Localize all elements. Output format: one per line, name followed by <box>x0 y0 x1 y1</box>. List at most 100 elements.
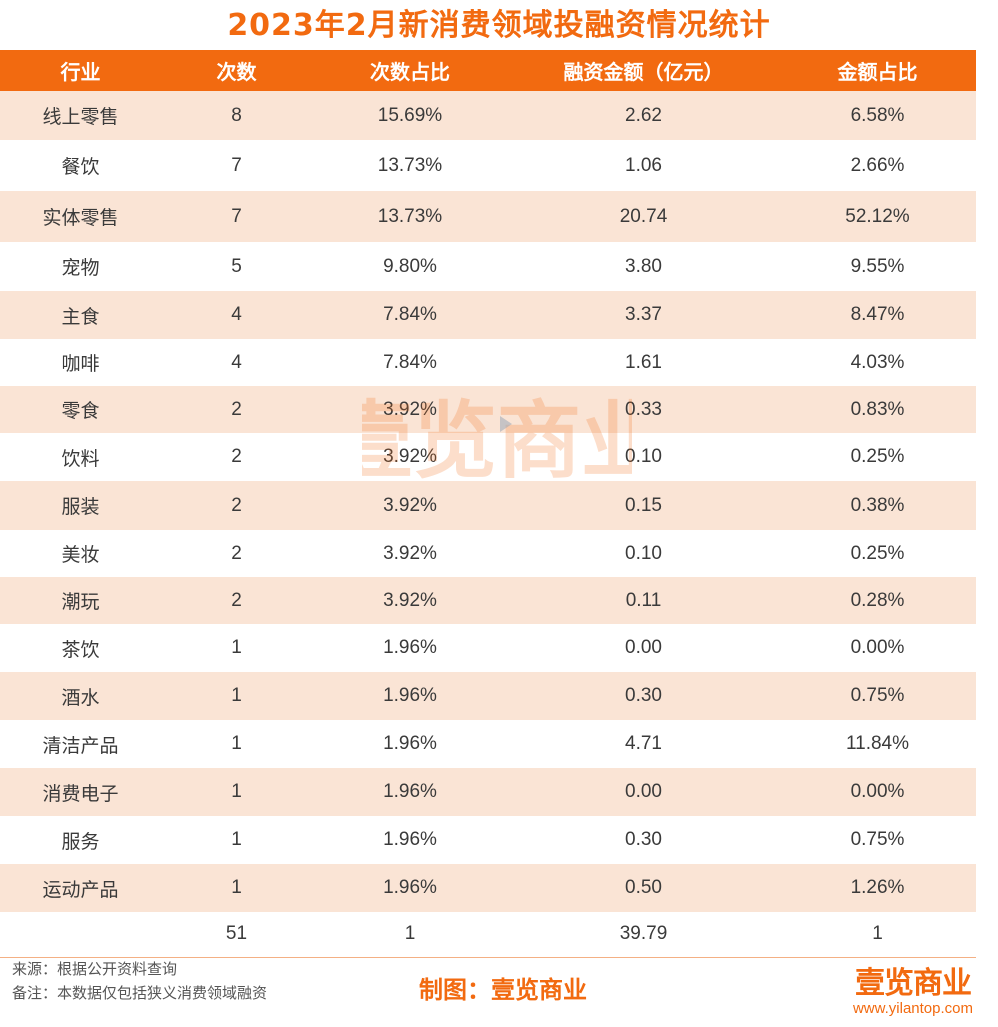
cell-count: 2 <box>231 542 242 564</box>
cell-amount-ratio: 0.25% <box>850 542 905 564</box>
table-row: 咖啡 4 7.84% 1.61 4.03% <box>0 339 976 386</box>
cell-amount: 0.10 <box>625 446 662 467</box>
cell-amount-ratio: 4.03% <box>850 351 905 373</box>
cell-amount-ratio: 0.75% <box>779 672 976 720</box>
cell-amount-ratio: 0.83% <box>779 386 976 433</box>
table-row: 零食 2 3.92% 0.33 0.83% <box>0 386 976 433</box>
page-title: 2023年2月新消费领域投融资情况统计 <box>227 8 771 43</box>
cell-count: 1 <box>161 864 312 912</box>
cell-count: 4 <box>161 291 312 339</box>
cell-count-ratio: 13.73% <box>377 154 443 176</box>
cell-count-ratio: 3.92% <box>312 577 508 624</box>
cell-industry: 茶饮 <box>61 638 100 661</box>
cell-count-ratio: 3.92% <box>383 542 437 564</box>
table-row: 主食 4 7.84% 3.37 8.47% <box>0 291 976 339</box>
cell-amount: 3.80 <box>625 255 662 277</box>
website-url: www.yilantop.com <box>852 1000 973 1017</box>
brand-logo: 壹览商业 www.yilantop.com <box>847 958 987 1022</box>
cell-count: 1 <box>161 672 312 720</box>
cell-count: 1 <box>161 768 312 816</box>
cell-count: 5 <box>231 255 242 277</box>
cell-count: 1 <box>231 637 242 658</box>
cell-industry: 饮料 <box>61 447 100 470</box>
cell-industry: 主食 <box>0 291 161 339</box>
cell-amount-ratio: 0.75% <box>850 829 905 850</box>
cell-industry: 潮玩 <box>0 577 161 624</box>
cell-count: 2 <box>161 577 312 624</box>
cell-amount: 1.06 <box>625 154 662 176</box>
footer-notes: 来源：根据公开资料查询 备注：本数据仅包括狭义消费领域融资 <box>12 957 267 1005</box>
cell-count-ratio: 1.96% <box>383 829 437 850</box>
cell-count-ratio: 1.96% <box>312 864 508 912</box>
cell-industry: 线上零售 <box>0 91 161 140</box>
cell-amount: 2.62 <box>508 91 779 140</box>
cell-count-ratio: 15.69% <box>312 91 508 140</box>
cell-amount: 0.30 <box>508 672 779 720</box>
cell-amount-ratio: 8.47% <box>779 291 976 339</box>
header-industry: 行业 <box>0 50 161 91</box>
cell-count-ratio: 1.96% <box>312 672 508 720</box>
cell-industry: 实体零售 <box>0 191 161 242</box>
header-count-ratio: 次数占比 <box>312 50 508 91</box>
cell-count: 4 <box>231 351 242 373</box>
header-amount-ratio: 金额占比 <box>779 50 976 91</box>
cell-amount: 3.37 <box>508 291 779 339</box>
cell-count: 7 <box>231 154 242 176</box>
cell-amount-ratio: 11.84% <box>845 733 910 754</box>
table-row: 饮料 2 3.92% 0.10 0.25% <box>0 433 976 481</box>
cell-amount: 0.33 <box>508 386 779 433</box>
cell-amount: 0.00 <box>625 637 662 658</box>
cell-amount: 4.71 <box>625 733 662 754</box>
total-count: 51 <box>161 912 312 958</box>
header-amount: 融资金额（亿元） <box>508 50 779 91</box>
header-count: 次数 <box>161 50 312 91</box>
cell-count-ratio: 1.96% <box>383 637 437 658</box>
cell-count: 8 <box>161 91 312 140</box>
cell-count-ratio: 7.84% <box>383 351 437 373</box>
cell-count-ratio: 13.73% <box>312 191 508 242</box>
cell-count: 7 <box>161 191 312 242</box>
cell-amount-ratio: 0.28% <box>779 577 976 624</box>
cell-industry: 服装 <box>0 481 161 530</box>
cell-amount: 20.74 <box>508 191 779 242</box>
cell-amount-ratio: 52.12% <box>779 191 976 242</box>
cell-industry: 消费电子 <box>0 768 161 816</box>
table-row: 服务 1 1.96% 0.30 0.75% <box>0 816 976 864</box>
table-row: 消费电子 1 1.96% 0.00 0.00% <box>0 768 976 816</box>
table-row: 酒水 1 1.96% 0.30 0.75% <box>0 672 976 720</box>
cell-amount: 0.11 <box>508 577 779 624</box>
total-count-ratio: 1 <box>312 912 508 958</box>
cell-industry: 宠物 <box>61 257 100 279</box>
cell-amount-ratio: 6.58% <box>779 91 976 140</box>
financing-table: 行业 次数 次数占比 融资金额（亿元） 金额占比 线上零售 8 15.69% 2… <box>0 50 976 958</box>
cell-amount-ratio: 0.38% <box>779 481 976 530</box>
cell-industry: 零食 <box>0 386 161 433</box>
table-row: 餐饮 7 13.73% 1.06 2.66% <box>0 140 976 191</box>
cell-count-ratio: 9.80% <box>383 255 437 277</box>
table-row: 美妆 2 3.92% 0.10 0.25% <box>0 530 976 577</box>
table-row: 实体零售 7 13.73% 20.74 52.12% <box>0 191 976 242</box>
cell-amount-ratio: 0.25% <box>850 446 905 467</box>
cell-amount-ratio: 1.26% <box>779 864 976 912</box>
cell-count: 2 <box>231 446 242 467</box>
total-industry <box>0 912 161 958</box>
cell-amount: 0.30 <box>625 829 662 850</box>
table-row: 宠物 5 9.80% 3.80 9.55% <box>0 242 976 291</box>
cell-industry: 咖啡 <box>61 353 100 375</box>
cell-amount: 1.61 <box>625 351 662 373</box>
cell-count: 2 <box>161 481 312 530</box>
cell-count: 2 <box>161 386 312 433</box>
total-amount-ratio: 1 <box>779 912 976 958</box>
cell-count-ratio: 3.92% <box>383 446 437 467</box>
cell-count-ratio: 3.92% <box>312 386 508 433</box>
cell-industry: 酒水 <box>0 672 161 720</box>
cell-industry: 清洁产品 <box>42 734 119 757</box>
cell-industry: 服务 <box>61 830 100 853</box>
cell-industry: 餐饮 <box>61 156 100 178</box>
cell-count-ratio: 1.96% <box>383 733 437 754</box>
cell-count-ratio: 3.92% <box>312 481 508 530</box>
cell-amount: 0.50 <box>508 864 779 912</box>
table-total-row: 51 1 39.79 1 <box>0 912 976 958</box>
cell-amount-ratio: 0.00% <box>779 768 976 816</box>
table-row: 潮玩 2 3.92% 0.11 0.28% <box>0 577 976 624</box>
